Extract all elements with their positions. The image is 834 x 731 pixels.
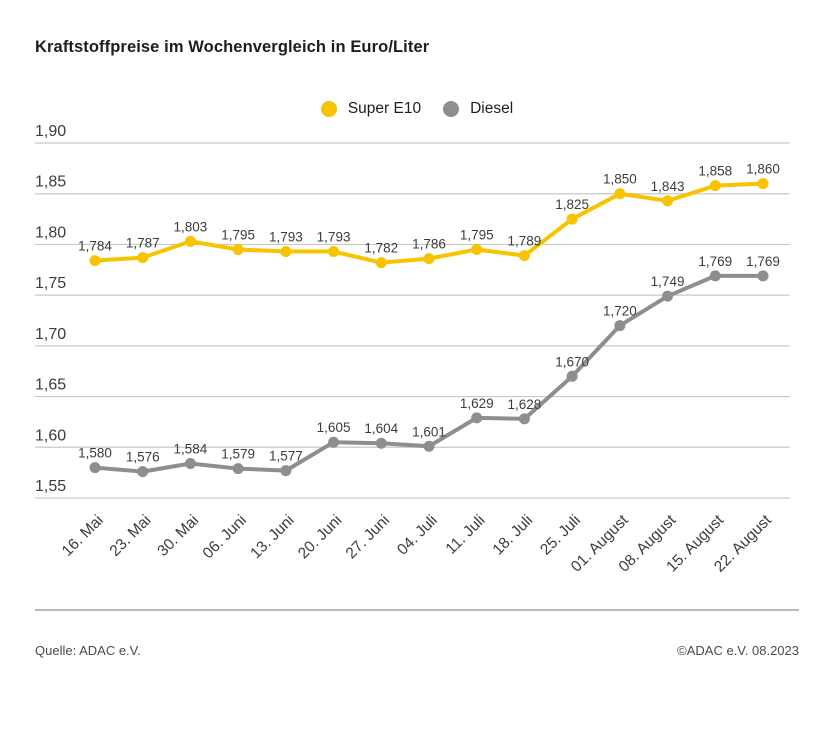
data-point-marker	[375, 437, 387, 449]
data-point-label: 1,605	[317, 420, 351, 435]
data-point-marker	[232, 463, 244, 475]
data-point-marker	[518, 413, 530, 425]
data-point-label: 1,787	[126, 236, 160, 251]
data-point-label: 1,843	[651, 179, 685, 194]
legend-label-super-e10: Super E10	[347, 100, 422, 117]
data-point-marker	[89, 462, 101, 474]
x-axis-tick-label: 23. Mai	[107, 512, 155, 560]
data-point-label: 1,795	[221, 228, 255, 243]
data-point-marker	[184, 235, 196, 247]
data-point-marker	[423, 253, 435, 265]
data-point-label: 1,782	[364, 241, 398, 256]
data-point-label: 1,769	[698, 254, 732, 269]
data-point-marker	[614, 320, 626, 332]
source-note: Quelle: ADAC e.V.	[35, 643, 141, 658]
footer: Quelle: ADAC e.V. ©ADAC e.V. 08.2023	[35, 643, 799, 658]
x-axis-tick-label: 25. Juli	[537, 512, 584, 559]
y-axis-tick-label: 1,90	[35, 123, 66, 140]
data-point-marker	[518, 250, 530, 262]
data-point-label: 1,628	[508, 397, 542, 412]
data-point-label: 1,858	[698, 164, 732, 179]
footer-divider	[35, 609, 799, 611]
data-point-label: 1,860	[746, 162, 780, 177]
data-point-marker	[709, 180, 721, 192]
data-point-marker	[662, 290, 674, 302]
data-point-label: 1,795	[460, 228, 494, 243]
data-point-label: 1,576	[126, 450, 160, 465]
data-point-label: 1,789	[508, 234, 542, 249]
legend-label-diesel: Diesel	[470, 100, 514, 117]
data-point-label: 1,825	[555, 197, 589, 212]
data-point-marker	[137, 466, 149, 478]
data-point-label: 1,629	[460, 396, 494, 411]
data-point-label: 1,604	[364, 421, 398, 436]
y-axis-tick-label: 1,60	[35, 427, 66, 444]
data-point-label: 1,577	[269, 449, 303, 464]
data-point-marker	[89, 255, 101, 267]
data-point-marker	[423, 440, 435, 452]
data-point-label: 1,850	[603, 172, 637, 187]
y-axis-tick-label: 1,75	[35, 275, 66, 292]
data-point-marker	[184, 458, 196, 470]
data-point-label: 1,793	[317, 230, 351, 245]
y-axis-tick-label: 1,80	[35, 224, 66, 241]
legend-swatch-diesel-icon	[443, 101, 460, 117]
x-axis-tick-label: 27. Juni	[343, 512, 393, 562]
data-point-label: 1,601	[412, 424, 446, 439]
x-axis-tick-label: 18. Juli	[489, 512, 536, 559]
x-axis-tick-label: 20. Juni	[295, 512, 345, 562]
legend-swatch-super-e10-icon	[320, 101, 337, 117]
data-point-marker	[566, 370, 578, 382]
data-point-marker	[137, 252, 149, 264]
data-point-marker	[328, 246, 340, 258]
data-point-marker	[280, 246, 292, 258]
data-point-marker	[375, 257, 387, 269]
x-axis-tick-label: 13. Juni	[247, 512, 297, 562]
copyright-note: ©ADAC e.V. 08.2023	[677, 643, 799, 658]
y-axis-tick-label: 1,65	[35, 377, 66, 394]
data-point-marker	[614, 188, 626, 200]
data-point-marker	[471, 244, 483, 255]
data-point-marker	[757, 270, 769, 282]
data-point-label: 1,584	[174, 442, 208, 457]
data-point-label: 1,579	[221, 447, 255, 462]
legend-item-diesel: Diesel	[443, 100, 513, 118]
data-point-label: 1,670	[555, 354, 589, 369]
legend-item-super-e10: Super E10	[320, 100, 422, 118]
data-point-marker	[280, 465, 292, 477]
data-point-marker	[328, 436, 340, 448]
x-axis-tick-label: 16. Mai	[59, 512, 107, 560]
data-point-marker	[709, 270, 721, 282]
data-point-marker	[757, 178, 769, 190]
data-point-marker	[471, 412, 483, 424]
data-point-label: 1,580	[78, 446, 112, 461]
data-point-label: 1,803	[174, 219, 208, 234]
x-axis-tick-label: 06. Juni	[200, 512, 250, 562]
page-title: Kraftstoffpreise im Wochenvergleich in E…	[35, 38, 430, 56]
y-axis-tick-label: 1,55	[35, 478, 66, 495]
y-axis-tick-label: 1,70	[35, 326, 66, 343]
data-point-label: 1,786	[412, 237, 446, 252]
data-point-label: 1,784	[78, 239, 112, 254]
data-point-marker	[662, 195, 674, 207]
x-axis-tick-label: 30. Mai	[154, 512, 202, 560]
data-point-label: 1,769	[746, 254, 780, 269]
y-axis-tick-label: 1,85	[35, 174, 66, 191]
data-point-label: 1,749	[651, 274, 685, 289]
data-point-label: 1,793	[269, 230, 303, 245]
x-axis-tick-label: 04. Juli	[394, 512, 441, 559]
chart-legend: Super E10 Diesel	[0, 100, 834, 118]
data-point-marker	[232, 244, 244, 255]
data-point-marker	[566, 213, 578, 225]
x-axis-tick-label: 11. Juli	[443, 512, 489, 558]
chart-area: 1,90 1,85 1,80 1,75 1,70 1,65 1,60 1,55 16. Mai 2…	[35, 123, 790, 576]
data-point-label: 1,720	[603, 304, 637, 319]
